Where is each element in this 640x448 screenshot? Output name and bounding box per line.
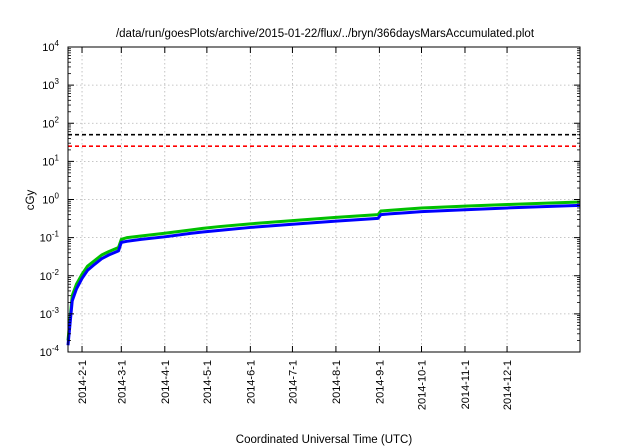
- y-tick-label: 101: [42, 153, 59, 168]
- x-axis-label: Coordinated Universal Time (UTC): [236, 434, 413, 446]
- y-tick-label: 102: [42, 115, 59, 130]
- x-tick-label: 2014-12-1: [502, 360, 514, 410]
- x-tick-label: 2014-4-1: [160, 360, 172, 404]
- y-tick-label: 103: [42, 77, 59, 92]
- x-tick-label: 2014-9-1: [374, 360, 386, 404]
- y-tick-label: 104: [42, 39, 59, 54]
- series-line-2: [66, 203, 581, 346]
- ticks: 10-4 10-3 10-2 10-1 100 101 102 103 104 2014-2-1 2…: [40, 39, 580, 410]
- y-tick-label: 10-1: [40, 230, 60, 245]
- x-tick-label: 2014-6-1: [245, 360, 257, 404]
- y-axis-label: cGy: [25, 190, 37, 211]
- x-tick-label: 2014-2-1: [77, 360, 89, 404]
- series-layer: [66, 200, 581, 346]
- y-tick-label: 10-3: [40, 306, 60, 321]
- chart-title: /data/run/goesPlots/archive/2015-01-22/f…: [116, 28, 535, 40]
- x-tick-label: 2014-5-1: [202, 360, 214, 404]
- y-tick-label: 10-4: [40, 344, 60, 359]
- y-tick-label: 10-2: [40, 268, 60, 283]
- x-tick-label: 2014-11-1: [460, 360, 472, 409]
- x-tick-label: 2014-10-1: [416, 360, 428, 410]
- grid: [68, 47, 580, 352]
- y-tick-label: 100: [42, 192, 59, 207]
- x-tick-label: 2014-7-1: [287, 360, 299, 404]
- x-tick-label: 2014-8-1: [331, 360, 343, 404]
- series-line-1: [66, 200, 581, 341]
- x-tick-label: 2014-3-1: [116, 360, 128, 404]
- reference-lines: [68, 133, 580, 148]
